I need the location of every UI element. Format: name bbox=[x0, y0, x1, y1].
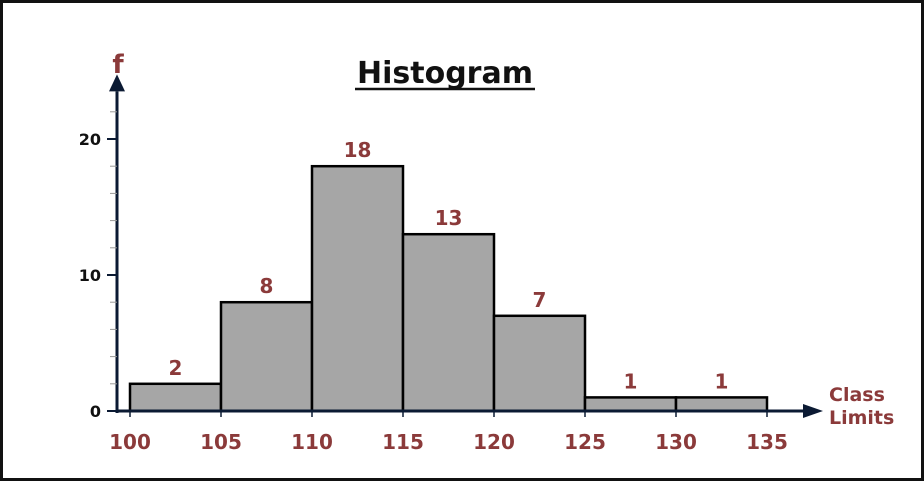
bar-105-110 bbox=[219, 300, 314, 413]
bar-125-130 bbox=[583, 396, 678, 413]
x-tick-label-120: 120 bbox=[473, 430, 515, 454]
y-tick-label-10: 10 bbox=[79, 266, 101, 285]
x-axis-arrow bbox=[803, 404, 823, 418]
x-tick-label-105: 105 bbox=[200, 430, 242, 454]
y-tick-label-0: 0 bbox=[90, 402, 101, 421]
x-tick-label-130: 130 bbox=[655, 430, 697, 454]
x-tick-label-115: 115 bbox=[382, 430, 424, 454]
x-tick-label-110: 110 bbox=[291, 430, 333, 454]
x-tick-label-100: 100 bbox=[109, 430, 151, 454]
data-label-120-125: 7 bbox=[533, 288, 547, 312]
x-axis-label: Class Limits bbox=[829, 384, 894, 429]
data-label-125-130: 1 bbox=[624, 369, 638, 393]
bar-120-125 bbox=[492, 314, 587, 413]
bar-100-105 bbox=[128, 382, 223, 413]
data-label-130-135: 1 bbox=[715, 369, 729, 393]
x-tick-label-125: 125 bbox=[564, 430, 606, 454]
data-labels-group: 2 8 18 13 7 1 1 bbox=[169, 138, 729, 393]
bar-110-115 bbox=[310, 164, 405, 413]
bar-115-120 bbox=[401, 232, 496, 413]
x-axis-label-line-1: Class bbox=[829, 384, 885, 406]
data-label-100-105: 2 bbox=[169, 356, 183, 380]
y-axis-label: f bbox=[112, 50, 124, 80]
x-tick-label-135: 135 bbox=[746, 430, 788, 454]
bars-group bbox=[128, 164, 769, 413]
y-ticks-group: 0 10 20 bbox=[79, 130, 117, 421]
data-label-110-115: 18 bbox=[344, 138, 372, 162]
bar-130-135 bbox=[674, 396, 769, 413]
data-label-105-110: 8 bbox=[260, 274, 274, 298]
y-axis-arrow bbox=[109, 74, 125, 92]
x-axis-label-line-2: Limits bbox=[829, 407, 894, 429]
data-label-115-120: 13 bbox=[435, 206, 463, 230]
axes-group bbox=[109, 74, 823, 418]
y-tick-label-20: 20 bbox=[79, 130, 101, 149]
chart-title: Histogram bbox=[357, 56, 533, 91]
x-ticks-group: 100 105 110 115 120 125 130 135 bbox=[109, 411, 788, 454]
